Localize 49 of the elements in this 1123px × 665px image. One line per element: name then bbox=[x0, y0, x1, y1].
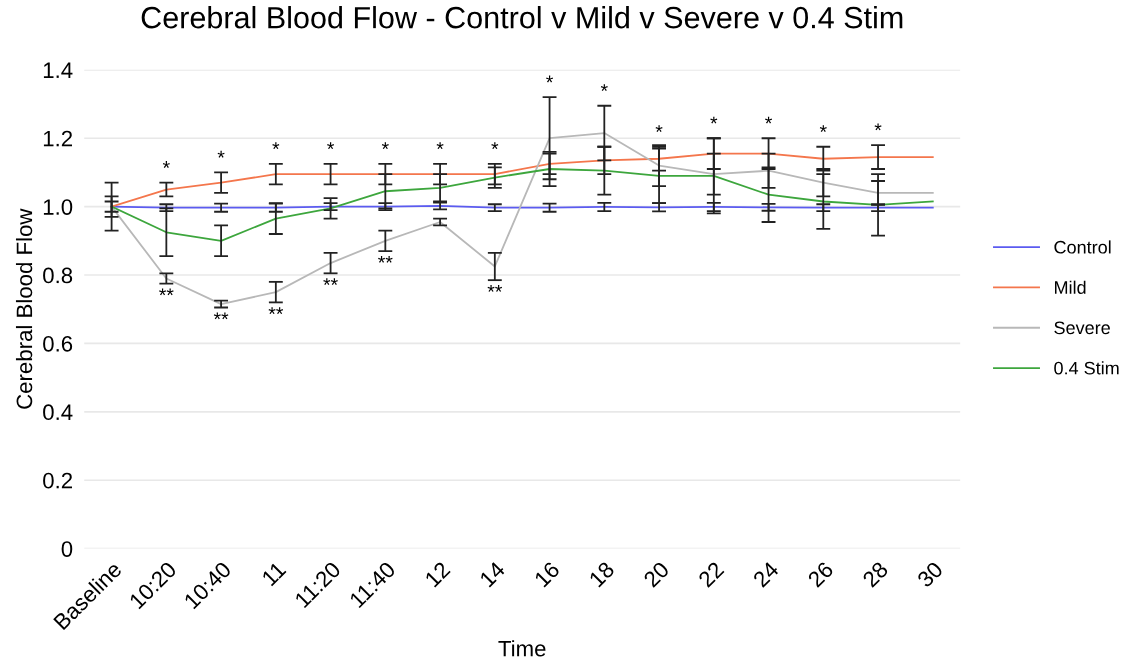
legend-label: Control bbox=[1054, 240, 1111, 254]
annotation: * bbox=[217, 150, 225, 158]
y-tick-label: 0 bbox=[61, 541, 73, 557]
annotation: ** bbox=[323, 278, 338, 286]
legend-label: 0.4 Stim bbox=[1054, 361, 1119, 375]
annotation: ** bbox=[213, 312, 229, 320]
annotation: ** bbox=[268, 307, 284, 315]
legend-label: Mild bbox=[1055, 280, 1086, 294]
annotation: * bbox=[491, 142, 499, 150]
x-tick-label: 14 bbox=[479, 560, 506, 588]
y-tick-label: 1.4 bbox=[43, 62, 73, 78]
annotation: * bbox=[600, 84, 608, 91]
annotation: * bbox=[655, 125, 663, 133]
x-tick-label: 11 bbox=[261, 561, 287, 587]
y-tick-label: 0.2 bbox=[43, 472, 72, 489]
annotation: * bbox=[381, 142, 389, 150]
x-tick-label: 28 bbox=[861, 560, 889, 588]
annotation: * bbox=[272, 142, 280, 150]
x-tick-label: 22 bbox=[697, 560, 725, 588]
y-tick-label: 0.8 bbox=[43, 267, 73, 284]
x-axis-title: Time bbox=[498, 640, 546, 657]
annotation: * bbox=[819, 125, 827, 133]
y-tick-label: 0.4 bbox=[43, 404, 73, 421]
annotation: ** bbox=[378, 255, 393, 263]
annotation: * bbox=[162, 161, 170, 168]
annotation: * bbox=[765, 116, 773, 124]
x-tick-label: 16 bbox=[533, 560, 561, 588]
line-series bbox=[110, 168, 934, 242]
line-series bbox=[110, 132, 934, 306]
x-tick-label: 20 bbox=[642, 560, 670, 588]
annotation: * bbox=[874, 123, 882, 131]
annotation: * bbox=[546, 75, 554, 83]
y-tick-label: 1.2 bbox=[43, 130, 72, 147]
x-tick-label: 26 bbox=[807, 560, 835, 588]
annotation: * bbox=[327, 142, 335, 150]
chart-title: Cerebral Blood Flow - Control v Mild v Severe v 0.4 Stim bbox=[141, 6, 903, 29]
x-tick-label: 24 bbox=[752, 560, 780, 588]
annotation: * bbox=[436, 142, 444, 150]
x-tick-label: 12 bbox=[424, 560, 451, 588]
x-tick-label: 18 bbox=[588, 560, 616, 588]
legend-label: Severe bbox=[1054, 321, 1110, 335]
annotation: ** bbox=[159, 288, 174, 296]
y-axis-title: Cerebral Blood Flow bbox=[15, 208, 33, 409]
x-tick-label: 30 bbox=[916, 560, 944, 589]
annotation: ** bbox=[487, 285, 503, 292]
line-series bbox=[110, 152, 934, 208]
y-tick-label: 0.6 bbox=[43, 335, 73, 352]
y-tick-label: 1.0 bbox=[43, 199, 73, 215]
annotation: * bbox=[710, 116, 718, 124]
